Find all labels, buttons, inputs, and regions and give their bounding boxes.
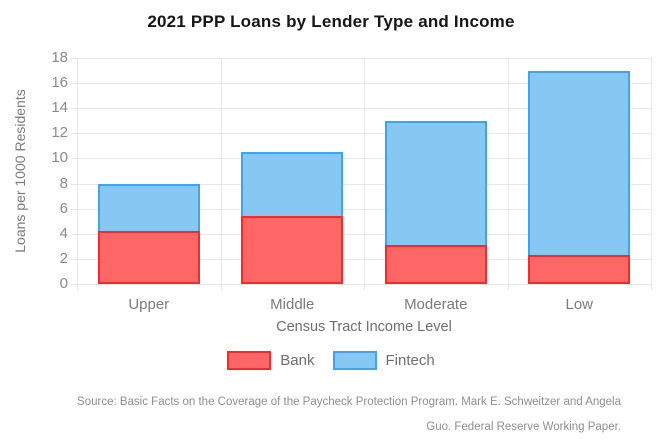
gridline-vertical [220,58,222,290]
y-tick-label: 10 [51,149,68,167]
y-tick-label: 14 [51,99,68,117]
gridline-horizontal [71,208,651,210]
y-tick-label: 18 [51,49,68,66]
bar-segment-bank-low[interactable] [528,255,631,284]
y-tick-label: 0 [59,275,68,292]
gridline-horizontal [71,258,651,260]
gridline-horizontal [71,233,651,235]
y-tick-label: 4 [59,224,68,242]
x-axis-title: Census Tract Income Level [276,319,452,335]
gridline-vertical [507,58,509,290]
source-line-2: Guo. Federal Reserve Working Paper. [426,421,621,433]
bar-segment-bank-moderate[interactable] [384,245,487,284]
source-line-1: Source: Basic Facts on the Coverage of t… [77,396,621,408]
legend: Bank Fintech [0,351,662,370]
gridline-horizontal [71,183,651,185]
gridline-horizontal [71,108,651,110]
gridline-horizontal [71,58,651,59]
x-tick-label-upper: Upper [128,296,170,313]
bar-segment-fintech-low[interactable] [528,70,631,256]
legend-item-bank[interactable]: Bank [227,351,315,370]
y-tick-label: 12 [51,124,68,142]
gridline-horizontal [71,284,651,285]
x-tick-label-moderate: Moderate [404,296,468,313]
gridline-horizontal [71,83,651,85]
plot-area [71,58,652,290]
legend-label-fintech: Fintech [385,352,435,369]
gridline-horizontal [71,158,651,160]
legend-swatch-fintech [332,351,377,370]
y-tick-label: 8 [59,174,68,192]
x-tick-label-low: Low [565,296,594,313]
bar-segment-bank-middle[interactable] [241,216,344,284]
bar-segment-fintech-upper[interactable] [97,183,200,232]
y-tick-label: 6 [59,199,68,217]
gridline-vertical [77,58,78,290]
gridline-horizontal [71,133,651,135]
gridline-vertical [364,58,365,290]
gridline-vertical [651,58,652,290]
legend-item-fintech[interactable]: Fintech [332,351,435,370]
x-tick-label-middle: Middle [270,296,315,313]
legend-label-bank: Bank [280,352,315,369]
y-tick-label: 2 [59,249,68,267]
legend-swatch-bank [227,351,272,370]
bar-segment-fintech-middle[interactable] [241,152,344,217]
y-tick-label: 16 [51,74,68,92]
bar-segment-bank-upper[interactable] [97,231,200,284]
chart-title: 2021 PPP Loans by Lender Type and Income [147,12,515,31]
bar-segment-fintech-moderate[interactable] [384,120,487,246]
